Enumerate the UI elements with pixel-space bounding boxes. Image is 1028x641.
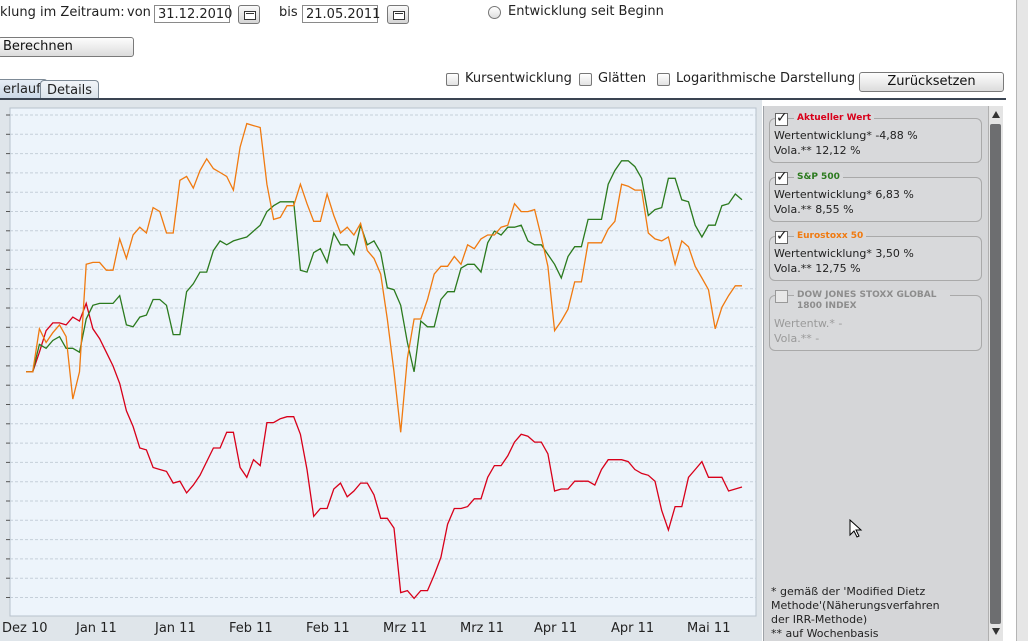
tab-divider	[0, 98, 1006, 100]
legend-entry-eurostoxx: Eurostoxx 50 Wertentwicklung* 3,50 % Vol…	[769, 228, 982, 281]
glaetten-checkbox[interactable]	[579, 73, 592, 86]
legend-name: S&P 500	[794, 172, 843, 182]
legend-performance: Wertentwicklung* 3,50 %	[774, 247, 914, 260]
legend-name: Aktueller Wert	[794, 113, 875, 123]
legend-checkbox-sp500[interactable]	[775, 169, 788, 185]
x-tick-label: Apr 11	[611, 621, 655, 636]
legend-entry-aktueller-wert: Aktueller Wert Wertentwicklung* -4,88 % …	[769, 110, 982, 163]
legend-scrollbar[interactable]	[988, 106, 1003, 641]
to-label: bis	[279, 5, 298, 20]
legend-volatility: Vola.** 12,75 %	[774, 262, 861, 275]
legend-name: DOW JONES STOXX GLOBAL 1800 INDEX	[794, 290, 950, 312]
reset-button[interactable]: Zurücksetzen	[859, 72, 1004, 92]
x-tick-label: Mai 11	[687, 621, 731, 636]
legend-entry-dow-jones: DOW JONES STOXX GLOBAL 1800 INDEX Werten…	[769, 290, 982, 351]
legend-performance: Wertentwicklung* 6,83 %	[774, 188, 914, 201]
calendar-icon	[244, 11, 256, 20]
window-scrollbar[interactable]	[1016, 0, 1028, 641]
legend-performance: Wertentw.* -	[774, 317, 843, 330]
legend-checkbox-dow-jones[interactable]	[775, 290, 788, 303]
legend-volatility: Vola.** -	[774, 332, 820, 345]
legend-entry-sp500: S&P 500 Wertentwicklung* 6,83 % Vola.** …	[769, 169, 982, 222]
footnote-line: der IRR-Methode)	[771, 613, 868, 626]
scroll-down-icon[interactable]	[992, 628, 1000, 635]
footnote-line: Methode'(Näherungsverfahren	[771, 599, 940, 612]
legend-volatility: Vola.** 8,55 %	[774, 203, 854, 216]
since-start-radio[interactable]	[488, 6, 501, 19]
performance-chart	[6, 107, 757, 617]
to-calendar-button[interactable]	[387, 5, 409, 24]
series-line-eurostoxx-50	[26, 122, 742, 433]
legend-checkbox-aktueller-wert[interactable]	[775, 110, 788, 126]
x-tick-label: Mrz 11	[460, 621, 505, 636]
legend-name: Eurostoxx 50	[794, 231, 867, 241]
footnote-line: * gemäß der 'Modified Dietz	[771, 585, 926, 598]
legend-checkbox-eurostoxx[interactable]	[775, 228, 788, 244]
scroll-thumb[interactable]	[990, 124, 1001, 624]
to-date-input[interactable]: 21.05.2011	[302, 5, 380, 23]
x-tick-label: Jan 11	[76, 621, 117, 636]
legend-volatility: Vola.** 12,12 %	[774, 144, 861, 157]
legend-performance: Wertentwicklung* -4,88 %	[774, 129, 918, 142]
calendar-icon	[393, 11, 405, 20]
x-tick-label: Apr 11	[534, 621, 578, 636]
mouse-cursor-icon	[849, 519, 863, 538]
x-tick-label: Dez 10	[2, 621, 48, 636]
from-date-input[interactable]: 31.12.2010	[154, 5, 232, 23]
scroll-up-icon[interactable]	[992, 111, 1000, 118]
series-line-s-p-500	[26, 160, 743, 373]
logarithmisch-label: Logarithmische Darstellung	[676, 71, 856, 86]
kursentwicklung-checkbox[interactable]	[446, 73, 459, 86]
x-tick-label: Jan 11	[155, 621, 196, 636]
footnote: * gemäß der 'Modified Dietz Methode'(Näh…	[771, 585, 940, 641]
logarithmisch-checkbox[interactable]	[657, 73, 670, 86]
x-tick-label: Mrz 11	[383, 621, 428, 636]
period-label: klung im Zeitraum:	[0, 5, 125, 20]
x-tick-label: Feb 11	[229, 621, 273, 636]
since-start-label: Entwicklung seit Beginn	[508, 4, 664, 19]
glaetten-label: Glätten	[598, 71, 647, 86]
calculate-button[interactable]: Berechnen	[0, 37, 134, 57]
from-label: von	[127, 5, 151, 20]
kursentwicklung-label: Kursentwicklung	[465, 71, 572, 86]
from-calendar-button[interactable]	[238, 5, 260, 24]
footnote-line: ** auf Wochenbasis	[771, 627, 879, 640]
series-line-aktueller-wert	[26, 301, 743, 600]
tab-details[interactable]: Details	[40, 80, 100, 100]
x-tick-label: Feb 11	[306, 621, 350, 636]
